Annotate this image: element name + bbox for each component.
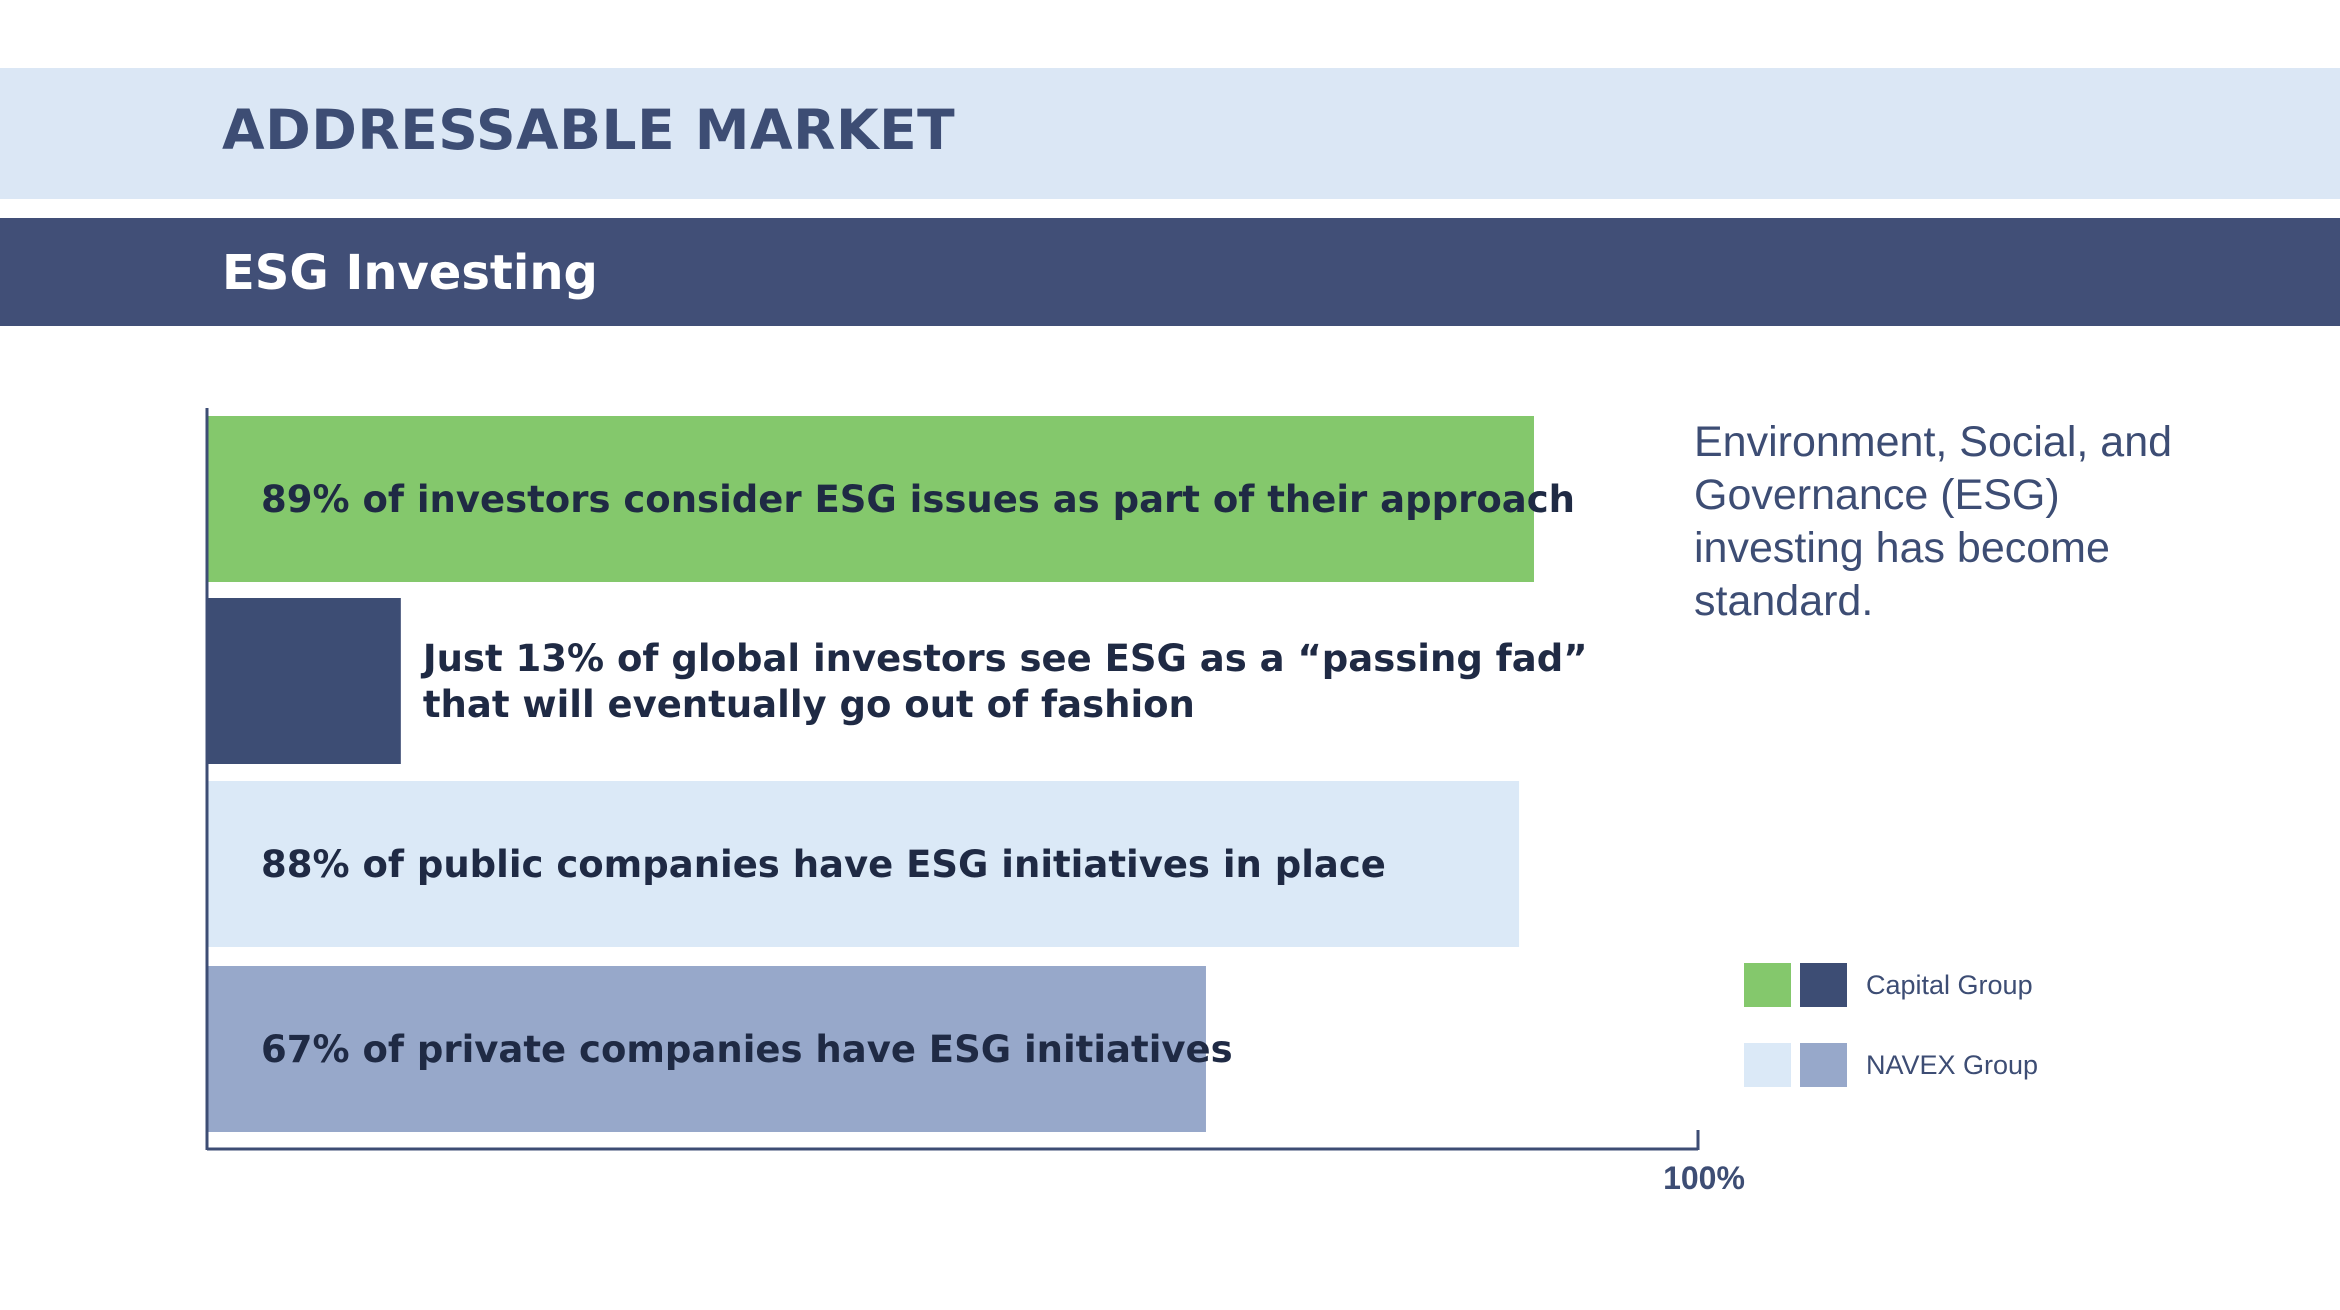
page-subtitle: ESG Investing [222, 245, 598, 301]
legend-swatch-capital-green [1744, 963, 1791, 1007]
legend-item-navex-group: NAVEX Group [1744, 1043, 2038, 1087]
bar-3 [207, 781, 1520, 947]
x-tick-label-1: 100% [1663, 1160, 1745, 1196]
title-band [0, 68, 2340, 199]
legend-swatch-navex-light [1744, 1043, 1791, 1087]
legend-swatch-navex-medium [1800, 1043, 1847, 1087]
bar-2 [207, 598, 401, 764]
legend-label-navex-group: NAVEX Group [1866, 1049, 2039, 1080]
bar-1-label-line-1: 89% of investors consider ESG issues as … [261, 478, 1575, 521]
bar-4 [207, 966, 1206, 1132]
legend: Capital Group NAVEX Group [1744, 963, 2038, 1123]
bar-2-label-line-2: that will eventually go out of fashion [423, 683, 1195, 726]
bar-4-label-line-1: 67% of private companies have ESG initia… [261, 1028, 1233, 1071]
side-note: Environment, Social, and Governance (ESG… [1694, 418, 2173, 625]
subtitle-band [0, 218, 2340, 326]
bar-2-label-line-1: Just 13% of global investors see ESG as … [420, 637, 1588, 680]
legend-swatch-capital-navy [1800, 963, 1847, 1007]
bar-1 [207, 416, 1534, 582]
legend-label-capital-group: Capital Group [1866, 969, 2033, 1000]
page-title: ADDRESSABLE MARKET [222, 98, 956, 162]
legend-item-capital-group: Capital Group [1744, 963, 2038, 1007]
bar-3-label-line-1: 88% of public companies have ESG initiat… [261, 843, 1386, 886]
